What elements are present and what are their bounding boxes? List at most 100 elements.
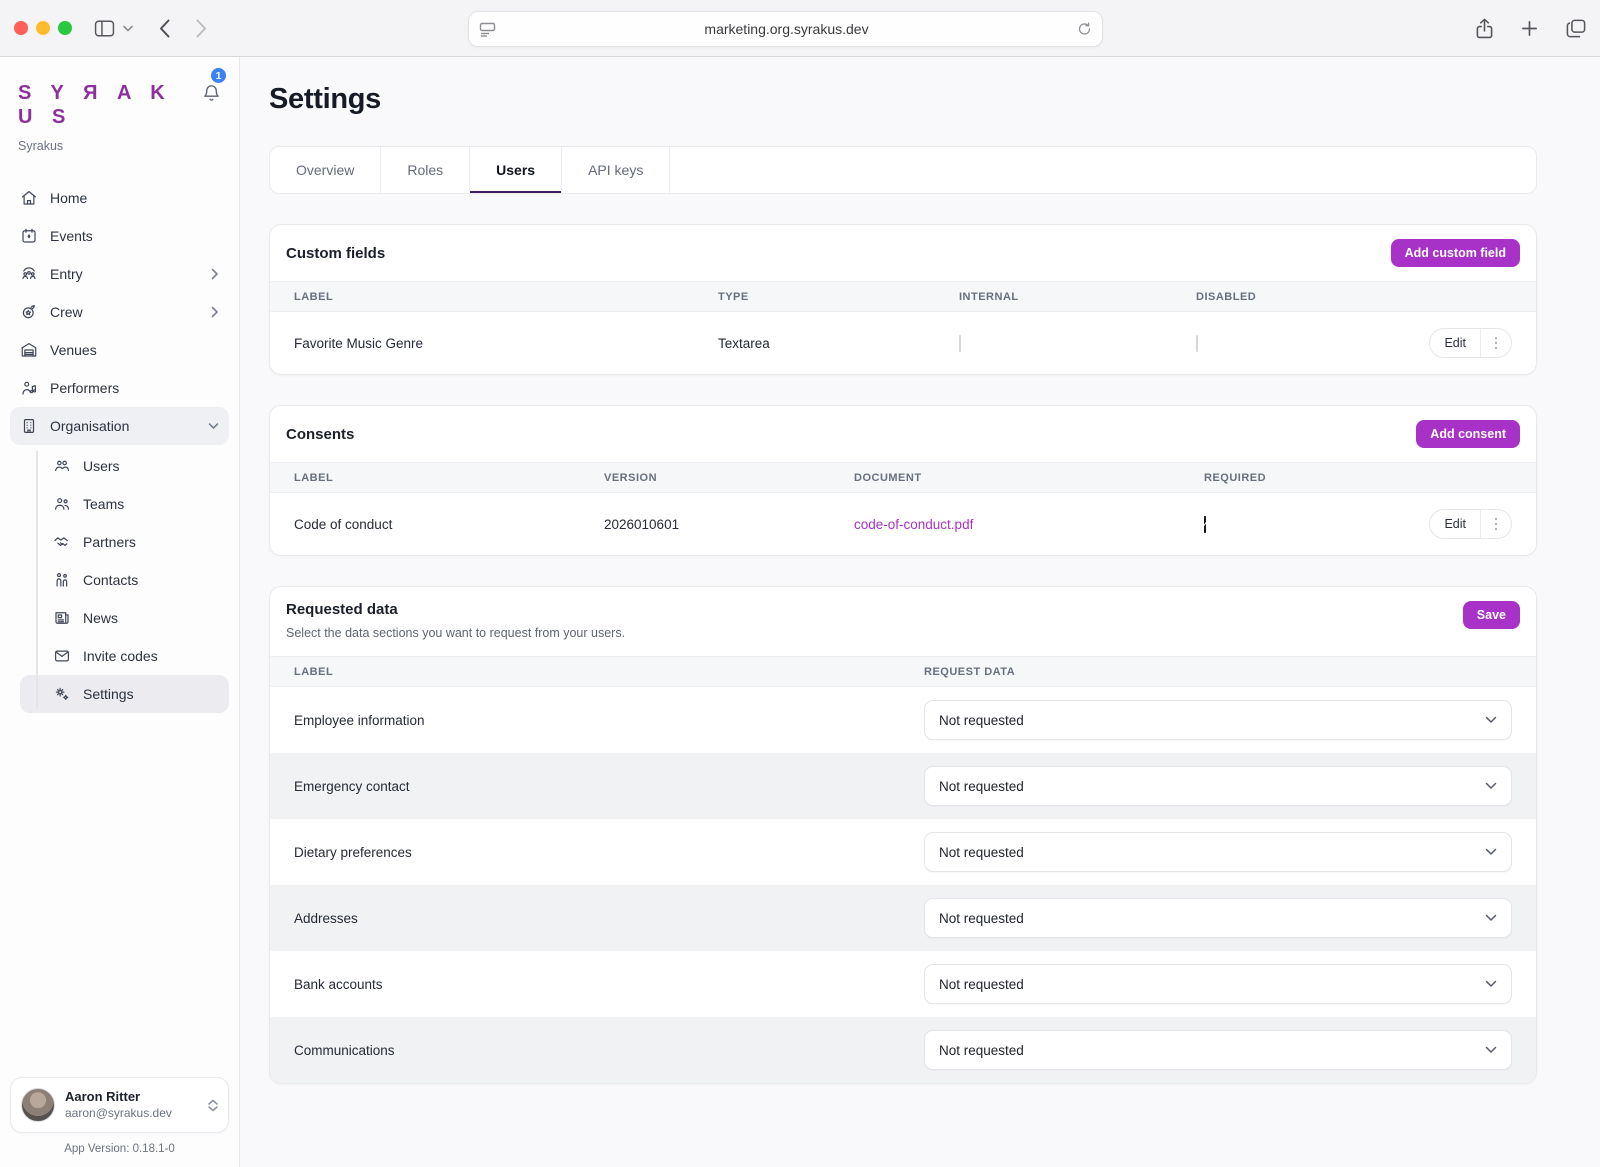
custom-fields-card: Custom fields Add custom field LABEL TYP… (269, 224, 1537, 375)
sidebar-item-users[interactable]: Users (20, 447, 229, 485)
zoom-window-button[interactable] (58, 21, 72, 35)
employee-information-select[interactable]: Not requested (924, 700, 1512, 740)
sidebar-menu-chevron-icon[interactable] (123, 25, 133, 32)
requested-data-row: Dietary preferences Not requested (270, 819, 1536, 885)
minimize-window-button[interactable] (36, 21, 50, 35)
envelope-icon (53, 647, 71, 665)
select-value: Not requested (939, 844, 1024, 860)
column-header-disabled: DISABLED (1196, 290, 1257, 303)
custom-field-label: Favorite Music Genre (294, 335, 424, 351)
communications-select[interactable]: Not requested (924, 1030, 1512, 1070)
settings-tabs: Overview Roles Users API keys (269, 146, 1537, 194)
user-email: aaron@syrakus.dev (65, 1105, 172, 1120)
tab-users[interactable]: Users (470, 147, 563, 193)
column-header-request-data: REQUEST DATA (924, 665, 1016, 678)
user-menu[interactable]: Aaron Ritter aaron@syrakus.dev (10, 1077, 229, 1133)
sidebar-item-label: Performers (50, 380, 120, 396)
select-value: Not requested (939, 910, 1024, 926)
sidebar-item-invite-codes[interactable]: Invite codes (20, 637, 229, 675)
edit-button[interactable]: Edit (1444, 517, 1466, 531)
required-checkbox[interactable] (1204, 515, 1206, 533)
sidebar-item-settings[interactable]: Settings (20, 675, 229, 713)
sidebar-item-venues[interactable]: Venues (10, 331, 229, 369)
column-header-label: LABEL (294, 471, 334, 484)
chevron-down-icon (1485, 1046, 1497, 1054)
sidebar-item-label: Home (50, 190, 88, 206)
flame-badge-icon (20, 303, 38, 321)
sidebar-item-teams[interactable]: Teams (20, 485, 229, 523)
custom-fields-title: Custom fields (286, 244, 386, 262)
addresses-select[interactable]: Not requested (924, 898, 1512, 938)
sidebar-item-crew[interactable]: Crew (10, 293, 229, 331)
new-tab-icon[interactable] (1521, 20, 1538, 37)
chevron-up-down-icon (208, 1099, 218, 1112)
tab-api-keys[interactable]: API keys (562, 147, 671, 193)
newspaper-icon (53, 609, 71, 627)
calendar-icon (20, 227, 38, 245)
app-logo: S Y Я A K U S (18, 82, 172, 128)
chevron-down-icon (1485, 716, 1497, 724)
app-version: App Version: 0.18.1-0 (64, 1143, 175, 1155)
sidebar-item-entry[interactable]: Entry (10, 255, 229, 293)
teams-icon (53, 495, 71, 513)
emergency-contact-select[interactable]: Not requested (924, 766, 1512, 806)
address-bar[interactable]: marketing.org.syrakus.dev (468, 11, 1103, 47)
requested-data-label: Emergency contact (294, 778, 410, 794)
sidebar-item-label: Crew (50, 304, 83, 320)
back-button[interactable] (159, 19, 170, 38)
sidebar-item-organisation[interactable]: Organisation (10, 407, 229, 445)
select-value: Not requested (939, 1042, 1024, 1058)
chevron-right-icon (211, 306, 219, 318)
sidebar-item-events[interactable]: Events (10, 217, 229, 255)
sidebar-item-home[interactable]: Home (10, 179, 229, 217)
reload-icon[interactable] (1077, 21, 1092, 37)
chevron-down-icon (1485, 848, 1497, 856)
requested-data-row: Communications Not requested (270, 1017, 1536, 1083)
column-header-required: REQUIRED (1204, 471, 1267, 484)
consents-table-header: LABEL VERSION DOCUMENT REQUIRED (270, 462, 1536, 493)
consents-title: Consents (286, 425, 355, 443)
sidebar-item-label: Invite codes (83, 648, 158, 664)
home-icon (20, 189, 38, 207)
sidebar-item-performers[interactable]: Performers (10, 369, 229, 407)
crowd-icon (20, 265, 38, 283)
disabled-checkbox[interactable] (1196, 334, 1198, 352)
requested-data-subtitle: Select the data sections you want to req… (286, 626, 626, 640)
sidebar-item-label: Settings (83, 686, 134, 702)
column-header-label: LABEL (294, 665, 334, 678)
url-text[interactable]: marketing.org.syrakus.dev (704, 21, 869, 37)
requested-data-table-header: LABEL REQUEST DATA (270, 656, 1536, 687)
add-custom-field-button[interactable]: Add custom field (1390, 239, 1520, 267)
close-window-button[interactable] (14, 21, 28, 35)
sidebar-item-partners[interactable]: Partners (20, 523, 229, 561)
save-button[interactable]: Save (1462, 601, 1520, 629)
column-header-type: TYPE (718, 290, 749, 303)
notifications-bell-icon[interactable] (202, 85, 221, 107)
subnav-rail (36, 451, 38, 709)
more-options-icon[interactable] (1481, 329, 1511, 357)
forward-button[interactable] (196, 19, 207, 38)
page-format-icon[interactable] (479, 22, 496, 37)
consents-card: Consents Add consent LABEL VERSION DOCUM… (269, 405, 1537, 556)
consent-document-link[interactable]: code-of-conduct.pdf (854, 516, 974, 532)
share-icon[interactable] (1476, 18, 1493, 39)
user-name: Aaron Ritter (65, 1089, 141, 1105)
custom-field-row: Favorite Music Genre Textarea Edit (270, 312, 1536, 374)
sidebar-item-contacts[interactable]: Contacts (20, 561, 229, 599)
notification-count-badge[interactable]: 1 (210, 67, 227, 84)
sidebar-item-news[interactable]: News (20, 599, 229, 637)
sidebar-toggle-icon[interactable] (94, 20, 115, 37)
tab-overview-icon[interactable] (1566, 19, 1586, 38)
dietary-preferences-select[interactable]: Not requested (924, 832, 1512, 872)
edit-button[interactable]: Edit (1444, 336, 1466, 350)
add-consent-button[interactable]: Add consent (1416, 420, 1520, 448)
tab-overview[interactable]: Overview (270, 147, 382, 193)
internal-checkbox[interactable] (959, 334, 961, 352)
window-controls (14, 21, 72, 35)
tab-roles[interactable]: Roles (381, 147, 471, 193)
requested-data-label: Employee information (294, 712, 425, 728)
sidebar-item-label: Partners (83, 534, 136, 550)
more-options-icon[interactable] (1481, 510, 1511, 538)
requested-data-label: Communications (294, 1042, 395, 1058)
bank-accounts-select[interactable]: Not requested (924, 964, 1512, 1004)
